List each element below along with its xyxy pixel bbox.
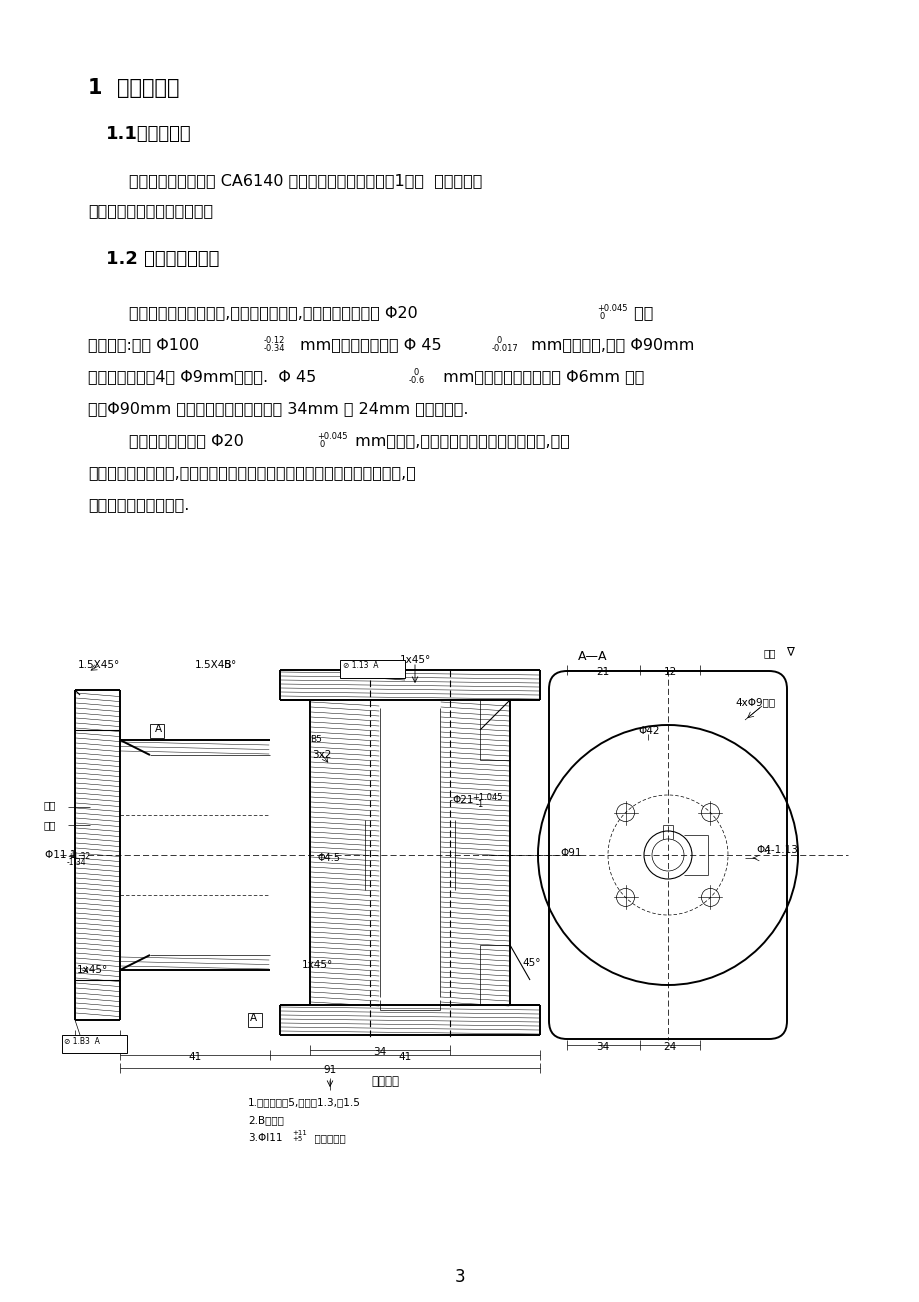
Bar: [62, 1035, 127, 1053]
Text: 为中: 为中: [629, 305, 652, 320]
Text: 题目所给定的零件是 CA6140 车床上的法兰盘（见附图1），  法兰盘起联: 题目所给定的零件是 CA6140 车床上的法兰盘（见附图1）， 法兰盘起联: [88, 173, 482, 187]
Text: 先加工它的一个端面,再借助专用夹具以这个端面为定位基准加工另一端面,然: 先加工它的一个端面,再借助专用夹具以这个端面为定位基准加工另一端面,然: [88, 465, 415, 480]
Text: +1.045: +1.045: [471, 793, 502, 802]
Text: -0.6: -0.6: [409, 376, 425, 385]
Text: 1  零件的分析: 1 零件的分析: [88, 78, 179, 98]
Text: 45°: 45°: [521, 958, 540, 967]
Text: +0.045: +0.045: [317, 432, 347, 441]
Text: 刻字: 刻字: [44, 820, 56, 829]
Text: 1.刻字字墓高5,刻线共1.3,深1.5: 1.刻字字墓高5,刻线共1.3,深1.5: [248, 1098, 360, 1107]
Text: mm的端面，尺寸为 Φ 45: mm的端面，尺寸为 Φ 45: [300, 337, 441, 352]
Bar: [340, 660, 404, 678]
Text: 2.B面抛光: 2.B面抛光: [248, 1115, 284, 1125]
Text: 孔，Φ90mm 端面上距离中心线分别为 34mm 和 24mm 的两个平面.: 孔，Φ90mm 端面上距离中心线分别为 34mm 和 24mm 的两个平面.: [88, 401, 468, 417]
Text: mm的外圆柱面及上面的 Φ6mm 的销: mm的外圆柱面及上面的 Φ6mm 的销: [437, 368, 643, 384]
Text: 24: 24: [663, 1042, 675, 1052]
Text: 接作用是车床上的重要零件。: 接作用是车床上的重要零件。: [88, 203, 213, 217]
Text: 这组加工表面是以 Φ20: 这组加工表面是以 Φ20: [88, 434, 244, 448]
Text: 91: 91: [323, 1065, 336, 1075]
Text: +1.32: +1.32: [67, 852, 90, 861]
Text: 21: 21: [596, 667, 609, 677]
Text: +11: +11: [291, 1130, 307, 1137]
Text: 41: 41: [398, 1052, 411, 1062]
Text: 1x45°: 1x45°: [400, 655, 431, 665]
Text: 3.Φl11: 3.Φl11: [248, 1133, 282, 1143]
Text: 0: 0: [414, 368, 419, 378]
Text: B5: B5: [310, 736, 322, 743]
Text: 1.2 零件的工艺分析: 1.2 零件的工艺分析: [106, 250, 219, 268]
Text: +5: +5: [291, 1137, 302, 1142]
Text: 34: 34: [373, 1047, 386, 1057]
Text: A: A: [154, 724, 162, 734]
Text: 4xΦ9通孔: 4xΦ9通孔: [734, 697, 775, 707]
Text: 3x2: 3x2: [312, 750, 331, 760]
Text: Φ11 1: Φ11 1: [45, 850, 76, 861]
Text: ⊘ 1.13  A: ⊘ 1.13 A: [343, 661, 378, 671]
Text: 后再加工其它加工表面.: 后再加工其它加工表面.: [88, 497, 189, 512]
Text: Φ4-1.13: Φ4-1.13: [755, 845, 797, 855]
Text: 34: 34: [596, 1042, 609, 1052]
Text: ⊘ 1.B3  A: ⊘ 1.B3 A: [64, 1036, 100, 1046]
Text: 12: 12: [663, 667, 675, 677]
Text: -1.34: -1.34: [67, 858, 86, 867]
Text: ∇: ∇: [785, 644, 793, 658]
Text: -1: -1: [475, 799, 483, 809]
Text: 0: 0: [320, 440, 325, 449]
Text: 外圆光洁度: 外圆光洁度: [308, 1133, 346, 1143]
Text: 心，包括:两个 Φ100: 心，包括:两个 Φ100: [88, 337, 199, 352]
Text: mm为中心,其余加工面都与它有位置关系,可以: mm为中心,其余加工面都与它有位置关系,可以: [349, 434, 569, 448]
Text: -0.12: -0.12: [264, 336, 285, 345]
Text: +0.045: +0.045: [596, 303, 627, 312]
Text: -0.017: -0.017: [492, 344, 518, 353]
Text: 0: 0: [599, 312, 605, 322]
Text: mm的圆柱面,两个 Φ90mm: mm的圆柱面,两个 Φ90mm: [526, 337, 694, 352]
Text: 1.5X45°: 1.5X45°: [195, 660, 237, 671]
Text: 3: 3: [454, 1268, 465, 1286]
Text: 技术要求: 技术要求: [370, 1075, 399, 1088]
Text: 41: 41: [188, 1052, 201, 1062]
Text: Φ4.5: Φ4.5: [318, 853, 341, 863]
Text: -1: -1: [763, 848, 771, 855]
Text: A: A: [250, 1013, 256, 1023]
Bar: [248, 1013, 262, 1027]
Text: 的端面及上面的4个 Φ9mm的透孔.  Φ 45: 的端面及上面的4个 Φ9mm的透孔. Φ 45: [88, 368, 316, 384]
Text: A—A: A—A: [577, 650, 607, 663]
Text: 1.1零件的作用: 1.1零件的作用: [106, 125, 191, 143]
Text: 1x45°: 1x45°: [301, 960, 333, 970]
Bar: [150, 724, 164, 738]
Text: Φ42: Φ42: [637, 727, 659, 736]
Text: -0.34: -0.34: [264, 344, 285, 353]
Text: B: B: [224, 660, 232, 671]
Text: 法兰盘是一回转体零件,有一组加工表面,这一组加工表面以 Φ20: 法兰盘是一回转体零件,有一组加工表面,这一组加工表面以 Φ20: [88, 305, 417, 320]
Text: 刻线: 刻线: [44, 799, 56, 810]
Text: 基余: 基余: [763, 648, 776, 658]
Text: 1.5X45°: 1.5X45°: [78, 660, 120, 671]
Text: 1x45°: 1x45°: [77, 965, 108, 975]
Text: Φ21: Φ21: [451, 796, 473, 805]
Text: 0: 0: [496, 336, 502, 345]
Text: Φ91: Φ91: [560, 848, 581, 858]
